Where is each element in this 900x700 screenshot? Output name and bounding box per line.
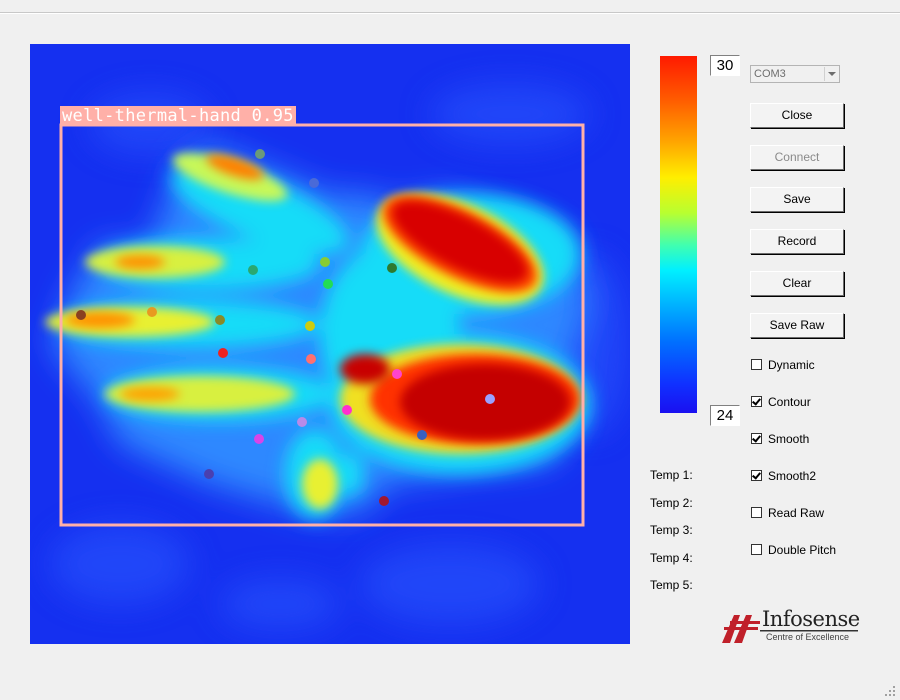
keypoint [248,265,258,275]
checkbox-label: Contour [768,395,811,409]
keypoint [342,405,352,415]
keypoint [387,263,397,273]
record-button[interactable]: Record [750,229,844,254]
thermal-image-view: well-thermal-hand 0.95 [30,44,630,644]
save-raw-button[interactable]: Save Raw [750,313,844,338]
keypoint [305,321,315,331]
window-top-border [0,12,900,13]
checkbox-box[interactable] [751,433,762,444]
keypoint [379,496,389,506]
keypoint [306,354,316,364]
keypoint [204,469,214,479]
checkbox-box[interactable] [751,396,762,407]
color-scale-bar [660,56,697,413]
detection-box-rect [59,123,585,527]
keypoint [254,434,264,444]
keypoint [218,348,228,358]
logo-underline [760,630,858,632]
checkbox-label: Read Raw [768,506,825,520]
keypoint [417,430,427,440]
checkbox-label: Smooth [768,432,810,446]
checkbox-box[interactable] [751,544,762,555]
logo-tagline: Centre of Excellence [766,632,850,642]
logo-wordmark: Infosense [762,607,860,631]
detection-label: well-thermal-hand 0.95 [60,106,296,126]
port-select-value: COM3 [754,68,786,80]
detection-box [59,123,585,527]
chevron-down-icon[interactable] [824,67,838,81]
clear-button[interactable]: Clear [750,271,844,296]
port-select[interactable]: COM3 [750,65,840,83]
keypoint [297,417,307,427]
connect-button[interactable]: Connect [750,145,844,170]
checkbox-label: Smooth2 [768,469,817,483]
infosense-mark-icon [722,615,760,643]
keypoint [215,315,225,325]
keypoint [323,279,333,289]
scale-min-field[interactable]: 24 [710,405,740,426]
scale-max-field[interactable]: 30 [710,55,740,76]
infosense-logo: Infosense Centre of Excellence [720,605,860,645]
temp-3-label: Temp 3: [650,523,693,537]
thermal-heatmap [30,44,630,644]
keypoint [485,394,495,404]
keypoint [320,257,330,267]
keypoint [392,369,402,379]
close-button[interactable]: Close [750,103,844,128]
keypoint [309,178,319,188]
temp-4-label: Temp 4: [650,551,693,565]
resize-grip-icon[interactable] [884,685,896,697]
keypoint [147,307,157,317]
temp-2-label: Temp 2: [650,496,693,510]
checkbox-box[interactable] [751,359,762,370]
save-button[interactable]: Save [750,187,844,212]
temp-5-label: Temp 5: [650,578,693,592]
keypoints [76,149,495,506]
keypoint [76,310,86,320]
checkbox-label: Dynamic [768,358,815,372]
checkbox-box[interactable] [751,507,762,518]
temp-1-label: Temp 1: [650,468,693,482]
keypoint [255,149,265,159]
checkbox-label: Double Pitch [768,543,837,557]
window-top-highlight [0,13,900,14]
checkbox-box[interactable] [751,470,762,481]
